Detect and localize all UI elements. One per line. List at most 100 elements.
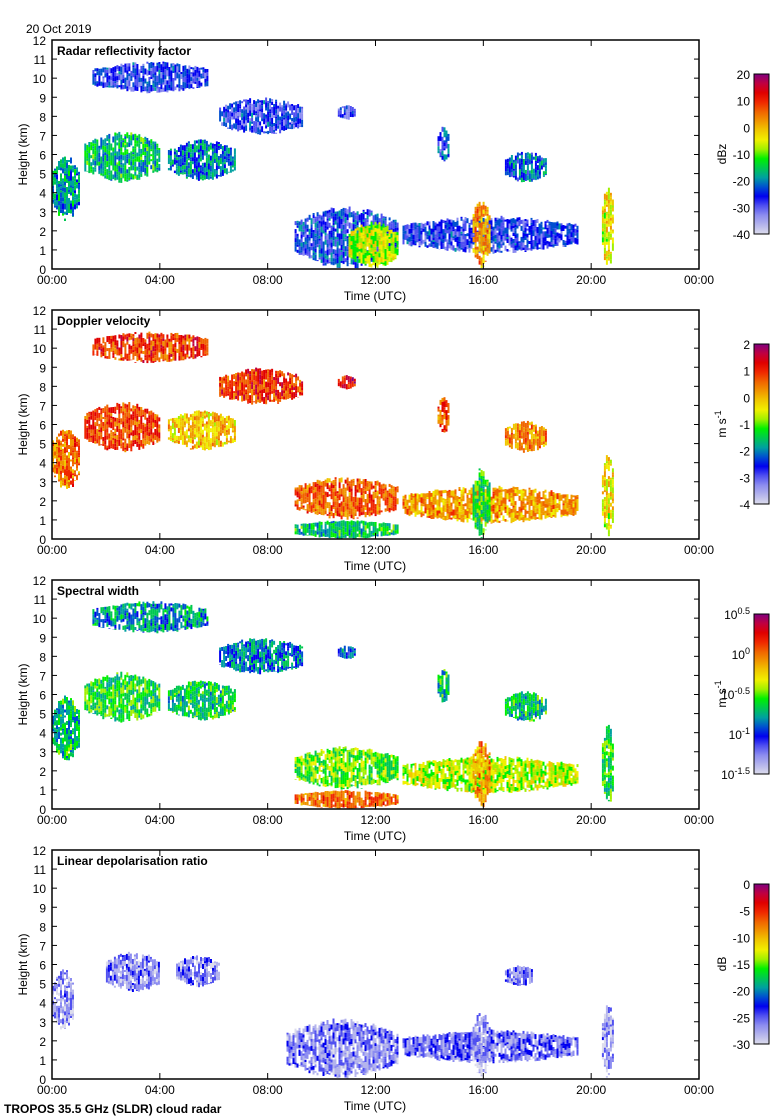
data-cell (169, 155, 172, 162)
data-cell (334, 486, 337, 489)
data-cell (154, 154, 157, 161)
data-cell (128, 76, 131, 81)
data-cell (152, 62, 155, 66)
data-cell (219, 110, 222, 117)
data-cell (68, 192, 70, 194)
data-cell (227, 393, 230, 396)
data-cell (374, 481, 377, 484)
data-cell (132, 62, 135, 66)
data-cell (120, 74, 123, 80)
data-cell (187, 438, 190, 443)
data-cell (337, 110, 340, 116)
data-cell (388, 483, 391, 487)
data-cell (328, 234, 331, 240)
data-cell (215, 419, 218, 422)
data-cell (130, 414, 133, 420)
data-cell (233, 436, 236, 440)
data-cell (530, 219, 533, 223)
data-cell (126, 74, 129, 81)
data-cell (185, 435, 188, 439)
data-cell (310, 486, 313, 490)
data-cell (439, 152, 442, 157)
data-cell (283, 373, 286, 378)
data-cell (54, 193, 56, 199)
data-cell (191, 421, 194, 428)
data-cell (328, 487, 331, 490)
data-cell (206, 346, 209, 353)
data-cell (392, 232, 395, 235)
data-cell (120, 354, 123, 358)
data-cell (225, 438, 228, 443)
data-cell (546, 240, 549, 244)
data-cell (607, 256, 610, 261)
data-cell (160, 72, 163, 79)
data-cell (134, 137, 137, 144)
data-cell (114, 339, 117, 346)
data-cell (140, 91, 143, 93)
data-cell (231, 377, 234, 383)
data-cell (306, 509, 309, 512)
data-cell (213, 144, 216, 146)
data-cell (420, 243, 423, 246)
data-cell (279, 397, 282, 400)
data-cell (223, 427, 226, 432)
data-cell (136, 426, 139, 431)
data-cell (84, 435, 87, 439)
data-cell (249, 103, 252, 106)
data-cell (273, 377, 276, 380)
data-cell (318, 235, 321, 239)
data-cell (142, 65, 145, 68)
data-cell (227, 388, 230, 394)
data-cell (112, 440, 115, 444)
data-cell (120, 348, 123, 354)
data-cell (207, 441, 210, 447)
data-cell (558, 233, 561, 236)
data-cell (72, 439, 74, 446)
data-cell (522, 164, 525, 168)
data-cell (293, 105, 296, 111)
data-cell (366, 503, 369, 509)
data-cell (160, 336, 163, 339)
data-cell (200, 82, 203, 86)
data-cell (320, 215, 323, 218)
data-cell (344, 234, 347, 238)
data-cell (374, 234, 377, 241)
data-cell (92, 154, 95, 160)
data-cell (275, 377, 278, 381)
data-cell (229, 438, 232, 444)
data-cell (320, 253, 323, 257)
data-cell (478, 215, 481, 219)
data-cell (302, 505, 305, 508)
data-cell (225, 106, 228, 109)
data-cell (346, 229, 349, 234)
data-cell (144, 415, 147, 420)
data-cell (86, 160, 89, 165)
data-cell (271, 124, 274, 127)
data-cell (368, 498, 371, 504)
data-cell (536, 239, 539, 243)
data-cell (102, 87, 105, 88)
data-cell (241, 101, 244, 104)
data-cell (536, 221, 539, 223)
data-cell (231, 382, 234, 388)
data-cell (195, 445, 198, 449)
data-cell (134, 68, 137, 74)
data-cell (134, 143, 137, 147)
data-cell (221, 383, 224, 390)
data-cell (498, 245, 501, 249)
data-cell (132, 414, 135, 417)
data-cell (506, 168, 509, 172)
data-cell (370, 266, 373, 268)
data-cell (185, 142, 188, 147)
data-cell (217, 440, 220, 447)
data-cell (370, 498, 373, 501)
data-cell (168, 354, 171, 360)
data-cell (390, 233, 393, 238)
data-cell (510, 218, 513, 223)
data-cell (328, 217, 331, 221)
data-cell (177, 419, 180, 425)
data-cell (570, 224, 573, 231)
data-cell (376, 490, 379, 496)
y-tick-label: 1 (39, 244, 46, 258)
data-cell (259, 100, 262, 103)
